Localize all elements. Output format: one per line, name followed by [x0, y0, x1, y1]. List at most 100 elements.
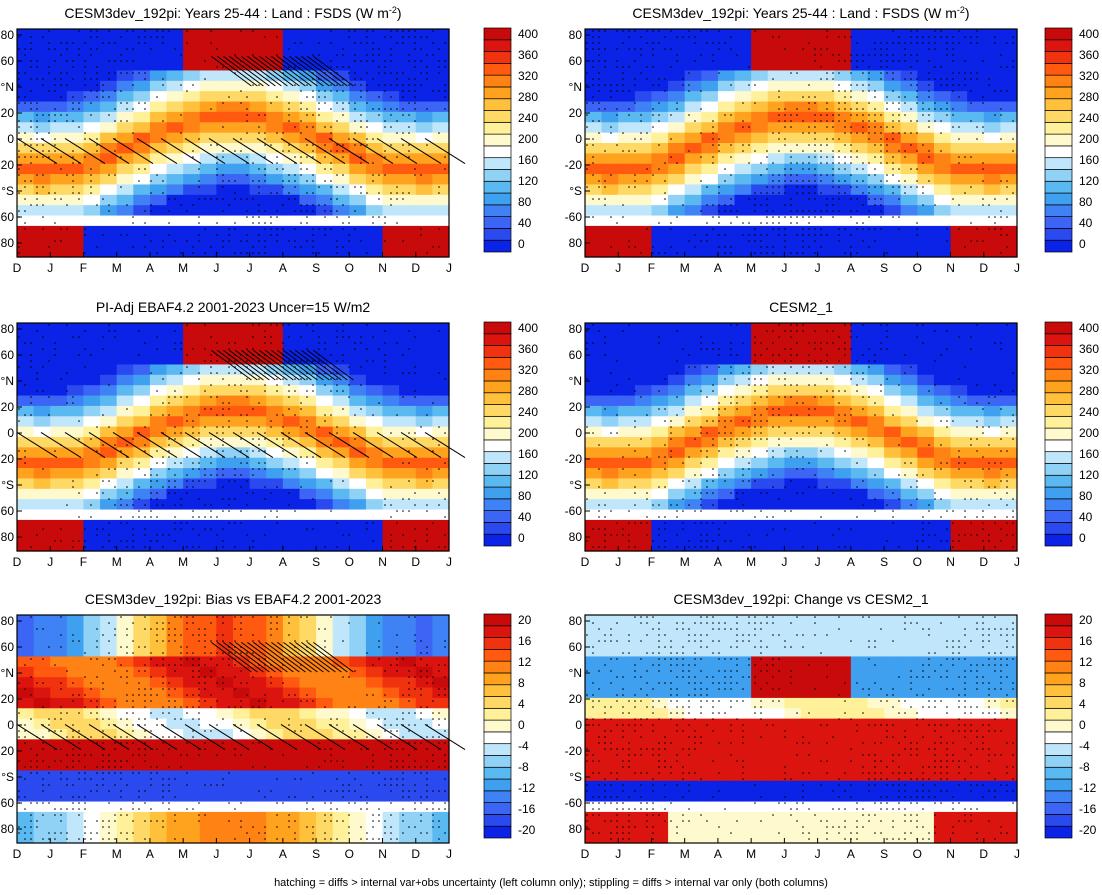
heatmap-cell — [266, 333, 284, 345]
heatmap-cell — [601, 437, 619, 448]
heatmap-cell — [316, 49, 334, 61]
stipple-dot — [42, 36, 44, 38]
panel-title-main: CESM3dev_192pi: Years 25-44 : Land : FSD… — [632, 5, 957, 21]
heatmap-cell — [917, 509, 935, 521]
stipple-dot — [198, 138, 200, 140]
heatmap-cell — [917, 174, 935, 186]
heatmap-cell — [701, 174, 719, 186]
heatmap-cell — [266, 323, 284, 334]
heatmap-cell — [199, 236, 217, 248]
heatmap-cell — [299, 488, 317, 500]
heatmap-cell — [817, 194, 835, 206]
stipple-dot — [330, 30, 332, 32]
stipple-dot — [348, 534, 350, 536]
colorbar-tick-label: 120 — [518, 468, 538, 482]
heatmap-cell — [282, 215, 301, 227]
stipple-dot — [222, 546, 224, 548]
stipple-dot — [946, 228, 948, 230]
stipple-dot — [898, 168, 900, 170]
heatmap-cell — [365, 509, 384, 521]
stipple-dot — [108, 204, 110, 206]
stipple-dot — [300, 162, 302, 164]
stipple-dot — [114, 486, 116, 488]
stipple-dot — [444, 108, 446, 110]
stipple-dot — [234, 150, 236, 152]
heatmap-cell — [651, 29, 669, 40]
heatmap-cell — [717, 395, 736, 407]
heatmap-cell — [399, 174, 417, 186]
heatmap-cell — [133, 143, 151, 154]
heatmap-cell — [767, 405, 785, 417]
heatmap-cell — [233, 70, 251, 82]
heatmap-cell — [618, 519, 636, 531]
heatmap-cell — [432, 374, 450, 386]
stipple-dot — [96, 36, 98, 38]
stipple-dot — [634, 60, 636, 62]
heatmap-cell — [100, 323, 118, 334]
stipple-dot — [838, 138, 840, 140]
heatmap-cell — [66, 163, 85, 175]
stipple-dot — [126, 72, 128, 74]
stipple-dot — [144, 450, 146, 452]
heatmap-cell — [149, 374, 168, 386]
colorbar-swatch — [483, 451, 512, 464]
stipple-dot — [868, 198, 870, 200]
stipple-dot — [60, 540, 62, 542]
stipple-dot — [288, 384, 290, 386]
stipple-dot — [1012, 36, 1014, 38]
stipple-dot — [946, 108, 948, 110]
heatmap-cell — [751, 101, 769, 113]
heatmap-cell — [767, 246, 785, 258]
heatmap-cell — [634, 225, 653, 237]
heatmap-cell — [917, 499, 935, 511]
stipple-dot — [904, 156, 906, 158]
heatmap-cell — [585, 101, 603, 113]
stipple-dot — [210, 30, 212, 32]
heatmap-cell — [734, 80, 752, 92]
stipple-dot — [610, 90, 612, 92]
stipple-dot — [384, 330, 386, 332]
heatmap-cell — [900, 405, 918, 417]
heatmap-cell — [249, 153, 267, 165]
colorbar-tick-label: 160 — [518, 447, 538, 461]
stipple-dot — [976, 42, 978, 44]
heatmap-cell — [432, 478, 450, 490]
heatmap-cell — [684, 323, 702, 334]
heatmap-cell — [233, 323, 251, 334]
stipple-dot — [360, 186, 362, 188]
stipple-dot — [204, 198, 206, 200]
heatmap-cell — [751, 174, 769, 186]
heatmap-cell — [834, 354, 852, 366]
stipple-dot — [354, 228, 356, 230]
heatmap-cell — [834, 80, 852, 92]
heatmap-cell — [282, 91, 301, 103]
heatmap-cell — [432, 246, 450, 258]
hatch-line — [160, 138, 202, 164]
stipple-dot — [892, 174, 894, 176]
heatmap-cell — [585, 447, 603, 459]
stipple-dot — [384, 372, 386, 374]
heatmap-cell — [415, 122, 433, 134]
heatmap-cell — [149, 333, 168, 345]
stipple-dot — [30, 36, 32, 38]
stipple-dot — [96, 72, 98, 74]
heatmap-cell — [1000, 184, 1018, 196]
stipple-dot — [222, 186, 224, 188]
heatmap-cell — [900, 478, 918, 490]
stipple-dot — [120, 60, 122, 62]
heatmap-cell — [601, 468, 619, 480]
heatmap-cell — [651, 39, 669, 51]
stipple-dot — [916, 54, 918, 56]
stipple-dot — [174, 540, 176, 542]
stipple-dot — [868, 114, 870, 116]
stipple-dot — [126, 408, 128, 410]
heatmap-cell — [316, 323, 334, 334]
heatmap-cell — [884, 447, 902, 459]
heatmap-cell — [332, 416, 350, 428]
stipple-dot — [844, 120, 846, 122]
stipple-dot — [84, 540, 86, 542]
stipple-dot — [438, 228, 440, 230]
stipple-dot — [156, 498, 158, 500]
stipple-dot — [306, 324, 308, 326]
heatmap-cell — [266, 426, 284, 438]
